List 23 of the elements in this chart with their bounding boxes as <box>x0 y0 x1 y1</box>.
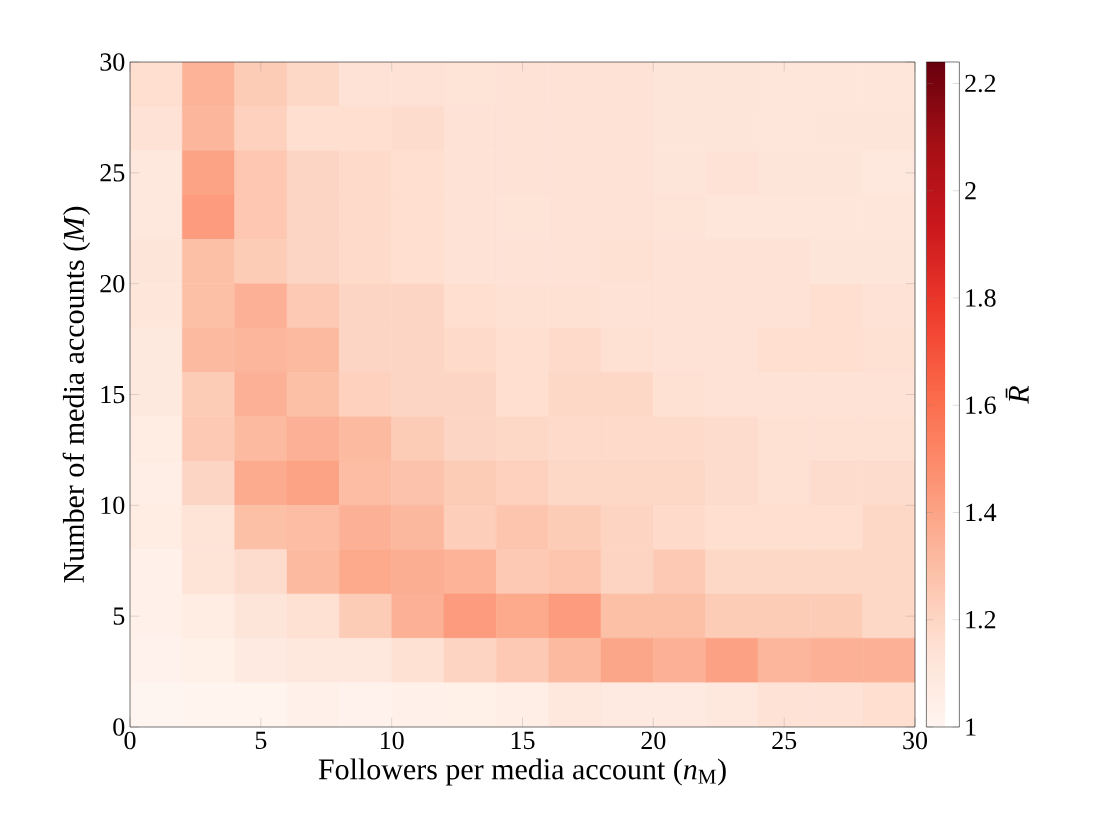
y-axis-title: Number of media accounts (M) <box>62 206 91 583</box>
y-tick-label: 10 <box>101 496 125 515</box>
color-bar-label: 1.6 <box>966 396 996 415</box>
x-axis-title: Followers per media account (n$_{M}$) <box>318 758 726 786</box>
color-bar-label: 1.8 <box>966 289 996 307</box>
color-bar-label: 2 <box>965 182 976 200</box>
color-bar-label: 2.2 <box>965 74 996 93</box>
color-bar-title: R̄ <box>1005 385 1029 404</box>
x-tick-label: 10 <box>380 731 404 750</box>
x-tick-label: 20 <box>641 731 666 750</box>
color-bar-label: 1.4 <box>966 503 997 522</box>
x-tick-label: 30 <box>903 731 928 750</box>
x-tick-label: 5 <box>255 731 267 749</box>
y-tick-label: 5 <box>113 607 125 625</box>
x-tick-label: 25 <box>772 731 797 750</box>
y-tick-label: 15 <box>101 385 125 404</box>
color-bar-label: 1.2 <box>966 610 996 629</box>
x-tick-label: 15 <box>511 731 535 750</box>
color-bar-label: 1 <box>966 718 976 736</box>
y-tick-label: 0 <box>113 718 125 736</box>
y-tick-label: 30 <box>100 53 125 71</box>
y-tick-label: 20 <box>100 274 125 293</box>
y-tick-label: 25 <box>100 164 125 182</box>
